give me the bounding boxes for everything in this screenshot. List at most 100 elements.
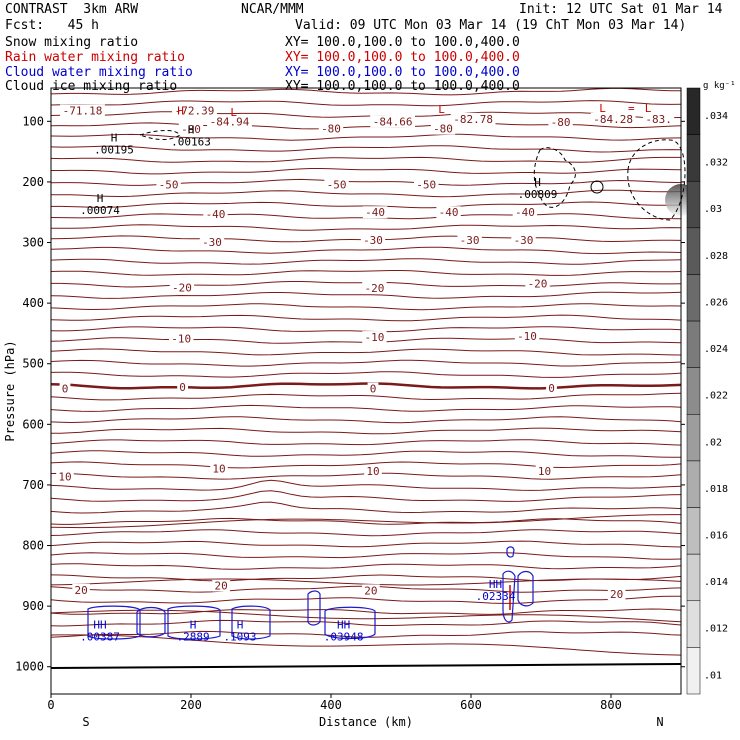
- colorbar-tick-label: .012: [704, 624, 728, 635]
- cloud-water-contour: [324, 606, 376, 640]
- colorbar-segment: [686, 227, 701, 275]
- isotherm-label: 20: [214, 580, 227, 593]
- x-tick-label: 600: [460, 698, 482, 712]
- isotherm-line: [50, 439, 682, 446]
- cloud-ice-contour: [138, 130, 181, 140]
- isotherm-label: -50: [159, 178, 179, 191]
- isotherm-label: -84.66: [373, 115, 413, 128]
- maximum-marker: H: [190, 619, 197, 632]
- isotherm-label-background: [210, 462, 228, 475]
- cloud-water-contour: [87, 605, 141, 640]
- organization-label: NCAR/MMM: [241, 2, 304, 17]
- isotherm-line: [50, 479, 682, 491]
- isotherm-label-background: [548, 115, 573, 128]
- y-tick-label: 900: [22, 599, 44, 613]
- isotherm-line: [50, 634, 682, 656]
- extremum-marker: L: [230, 106, 237, 119]
- isotherm-label-background: [169, 332, 194, 345]
- isotherm-label: -30: [363, 234, 383, 247]
- isotherm-line: [50, 514, 681, 529]
- colorbar-tick-label: .022: [704, 391, 728, 402]
- isotherm-line: [50, 517, 682, 525]
- field-xy-snow: XY= 100.0,100.0 to 100.0,400.0: [285, 35, 520, 50]
- isotherm-label-background: [511, 234, 536, 247]
- colorbar-segment: [686, 320, 701, 368]
- isotherm-label-background: [457, 234, 482, 247]
- surface-line: [50, 663, 682, 669]
- x-tick-label: 800: [600, 698, 622, 712]
- isotherm-line: [50, 224, 682, 231]
- field-label-cloud-ice: Cloud ice mixing ratio: [5, 79, 178, 94]
- maximum-marker: H: [534, 176, 541, 189]
- isotherm-label-background: [590, 112, 636, 125]
- isotherm-label: 0: [370, 383, 377, 396]
- isotherm-label-background: [414, 178, 439, 191]
- isotherm-label-background: [172, 104, 217, 117]
- field-xy-rain: XY= 100.0,100.0 to 100.0,400.0: [285, 50, 520, 65]
- isotherm-line: [50, 404, 682, 412]
- isotherm-line: [50, 314, 682, 322]
- colorbar-tick-label: .03: [704, 204, 722, 215]
- isotherm-label-background: [525, 277, 550, 290]
- y-tick-label: 300: [22, 236, 44, 250]
- isotherm-line: [50, 529, 682, 537]
- maximum-value-label: .1093: [223, 631, 256, 644]
- isotherm-label-background: [207, 115, 252, 128]
- y-tick-label: 600: [22, 417, 44, 431]
- cloud-water-contour: [231, 605, 271, 640]
- isotherm-label: 10: [538, 465, 551, 478]
- colorbar-segment: [686, 553, 701, 602]
- isotherm-label-background: [362, 584, 380, 597]
- isotherm-line: [50, 291, 682, 299]
- maximum-marker: H: [97, 192, 104, 205]
- isotherm-label-background: [203, 208, 228, 221]
- isotherm-line: [50, 145, 682, 153]
- isotherm-label-background: [156, 178, 181, 191]
- isotherm-label: -80: [551, 116, 571, 129]
- field-xy-cloud-water: XY= 100.0,100.0 to 100.0,400.0: [285, 65, 520, 80]
- isotherm-line: [50, 87, 681, 96]
- isotherm-line: [50, 578, 682, 586]
- maximum-value-label: .2889: [177, 631, 210, 644]
- maximum-marker: HH: [93, 619, 106, 632]
- isotherm-line: [50, 111, 682, 119]
- isotherm-label-background: [436, 206, 461, 219]
- isotherm-line: [51, 201, 682, 209]
- cloud-water-contour: [307, 590, 321, 626]
- colorbar-tick-label: .024: [704, 344, 728, 355]
- isotherm-label-background: [512, 206, 538, 219]
- extremum-marker: =: [628, 102, 635, 115]
- colorbar-segment: [686, 647, 701, 695]
- init-time: Init: 12 UTC Sat 01 Mar 14: [519, 2, 723, 17]
- isotherm-line: [50, 427, 682, 435]
- isotherm-line: [50, 595, 682, 604]
- extremum-marker: L: [599, 102, 606, 115]
- isotherm-line: [50, 270, 682, 276]
- colorbar-segment: [686, 274, 701, 322]
- isotherm-label: -10: [517, 330, 537, 343]
- isotherm-label-background: [643, 112, 675, 125]
- isotherm-label: 0: [62, 383, 69, 396]
- cloud-ice-contour: [590, 180, 604, 194]
- cloud-water-contour: [136, 606, 166, 638]
- field-label-cloud-water: Cloud water mixing ratio: [5, 65, 193, 80]
- y-tick-label: 800: [22, 539, 44, 553]
- field-label-rain: Rain water mixing ratio: [5, 50, 186, 65]
- maximum-value-label: .00074: [80, 204, 120, 217]
- isotherm-label: 20: [74, 584, 87, 597]
- isotherm-label: -84.28: [593, 113, 633, 126]
- y-tick-label: 700: [22, 478, 44, 492]
- isotherm-line: [50, 359, 682, 367]
- isotherm-line: [50, 563, 682, 570]
- maximum-marker: H: [188, 123, 195, 136]
- isotherm-label: -50: [416, 178, 436, 191]
- south-label: S: [82, 715, 89, 729]
- isotherm-line: [50, 540, 682, 548]
- isotherm-label-background: [318, 122, 344, 135]
- extremum-marker: L: [438, 103, 445, 116]
- maximum-marker: H: [237, 619, 244, 632]
- cloud-water-contour: [506, 546, 515, 558]
- isotherm-label-background: [535, 464, 554, 477]
- isotherm-label-background: [362, 206, 388, 219]
